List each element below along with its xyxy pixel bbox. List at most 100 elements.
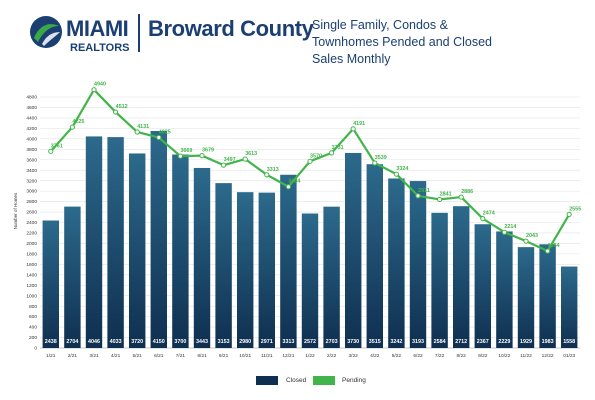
pending-data-label: 3731 — [332, 145, 344, 151]
pending-data-label: 3570 — [310, 153, 322, 159]
x-tick-label: 2/21 — [68, 353, 78, 359]
pending-point — [69, 124, 76, 130]
closed-bar — [172, 154, 189, 348]
closed-bar — [560, 266, 578, 348]
pending-data-label: 3669 — [180, 148, 192, 154]
legend-closed-label: Closed — [286, 377, 307, 384]
y-tick-label: 200 — [29, 335, 37, 341]
pending-point — [48, 148, 54, 154]
x-tick-labels: 1/21 2/21 3/21 4/21 5/21 6/21 7/21 8/21 9/21 10/2… — [46, 353, 575, 359]
y-tick-label: 3200 — [26, 178, 37, 184]
closed-bar — [42, 220, 60, 348]
pending-data-label: 2214 — [504, 224, 516, 230]
pending-data-label: 3539 — [375, 155, 387, 161]
header-divider — [138, 14, 140, 52]
header: MIAMI REALTORS Broward County Single Fam… — [0, 0, 595, 70]
closed-data-label: 1983 — [542, 339, 554, 345]
x-tick-label: 7/21 — [176, 353, 186, 359]
legend-pending-label: Pending — [342, 377, 366, 384]
y-tick-label: 1400 — [26, 272, 37, 278]
y-tick-label: 3600 — [26, 157, 37, 163]
pending-data-label: 4512 — [116, 104, 128, 110]
closed-data-label: 3443 — [196, 339, 208, 345]
x-tick-label: 3/22 — [349, 353, 359, 359]
x-tick-label: 3/21 — [89, 353, 99, 359]
x-tick-label: 4/22 — [370, 353, 380, 359]
closed-bar — [323, 206, 340, 348]
closed-data-label: 4150 — [153, 339, 165, 345]
closed-bar — [496, 231, 513, 348]
closed-data-label: 3720 — [131, 339, 143, 345]
closed-bar — [452, 206, 470, 348]
y-tick-label: 2000 — [26, 241, 37, 247]
closed-data-label: 3193 — [412, 339, 424, 345]
closed-bar — [150, 130, 168, 348]
x-tick-label: 1/21 — [46, 353, 56, 359]
x-tick-label: 8/22 — [457, 353, 467, 359]
pending-data-label: 2555 — [569, 206, 581, 212]
y-tick-label: 1200 — [26, 283, 37, 289]
y-tick-label: 4200 — [26, 126, 37, 132]
pending-point — [501, 229, 507, 235]
pending-point — [458, 194, 464, 200]
x-tick-label: 11/21 — [261, 353, 273, 359]
closed-bar — [517, 247, 535, 348]
closed-data-label: 2584 — [434, 339, 446, 345]
y-tick-label: 1000 — [26, 293, 37, 299]
closed-data-label: 3153 — [218, 339, 230, 345]
closed-bar — [107, 137, 124, 348]
pending-point — [566, 211, 572, 217]
y-tick-labels: 0 200 400 600 800 1000 1200 1400 1600 1800 2000 220… — [26, 95, 37, 352]
pending-data-label: 2841 — [440, 191, 452, 197]
pending-data-label: 2043 — [526, 233, 538, 239]
closed-bar — [409, 181, 427, 348]
pending-data-label: 4191 — [353, 121, 365, 127]
pending-point — [221, 162, 227, 168]
closed-data-label: 1929 — [520, 339, 532, 345]
y-tick-label: 4400 — [26, 116, 37, 122]
x-tick-label: 4/21 — [111, 353, 121, 359]
x-tick-label: 12/22 — [542, 353, 554, 359]
y-tick-label: 3400 — [26, 168, 37, 174]
closed-bar — [431, 212, 448, 348]
closed-bar — [388, 178, 405, 348]
closed-bar — [236, 192, 254, 348]
x-tick-label: 01/23 — [563, 353, 575, 359]
closed-data-label: 2438 — [45, 339, 57, 345]
y-tick-label: 4000 — [26, 136, 37, 142]
pending-point — [415, 193, 421, 199]
pending-data-label: 4025 — [159, 130, 171, 136]
x-tick-label: 10/21 — [239, 353, 251, 359]
closed-bar — [474, 224, 492, 348]
pending-point — [199, 153, 205, 159]
legend-pending-swatch — [313, 376, 335, 385]
closed-data-label: 2712 — [455, 339, 467, 345]
y-tick-label: 800 — [29, 304, 37, 310]
x-tick-label: 5/22 — [392, 353, 402, 359]
pending-point — [264, 172, 270, 178]
pending-data-label: 1854 — [548, 243, 560, 249]
closed-bar — [366, 164, 384, 348]
closed-bar — [85, 136, 103, 348]
miami-realtors-logo: MIAMI REALTORS — [28, 14, 140, 54]
pending-line-layer: 3761 4225 4940 4512 4131 4025 3669 3679 3497 3613… — [48, 82, 581, 254]
closed-data-label: 3515 — [369, 339, 381, 345]
y-tick-label: 4600 — [26, 105, 37, 111]
closed-data-label: 3242 — [390, 339, 402, 345]
closed-bar — [301, 213, 319, 348]
y-axis-label: Number of Homes — [13, 192, 18, 229]
x-tick-label: 12/21 — [282, 353, 294, 359]
pending-point — [91, 87, 97, 93]
pending-point — [480, 216, 486, 222]
y-tick-label: 2200 — [26, 231, 37, 237]
closed-bar — [344, 152, 362, 348]
x-tick-label: 9/22 — [478, 353, 488, 359]
pending-data-label: 3084 — [288, 179, 300, 185]
closed-bar — [193, 167, 211, 348]
pending-data-label: 3613 — [245, 151, 257, 157]
pending-point — [523, 238, 529, 244]
closed-data-label: 2704 — [66, 339, 78, 345]
y-tick-label: 1800 — [26, 251, 37, 257]
pending-data-label: 3679 — [202, 148, 214, 154]
y-tick-label: 3800 — [26, 147, 37, 153]
